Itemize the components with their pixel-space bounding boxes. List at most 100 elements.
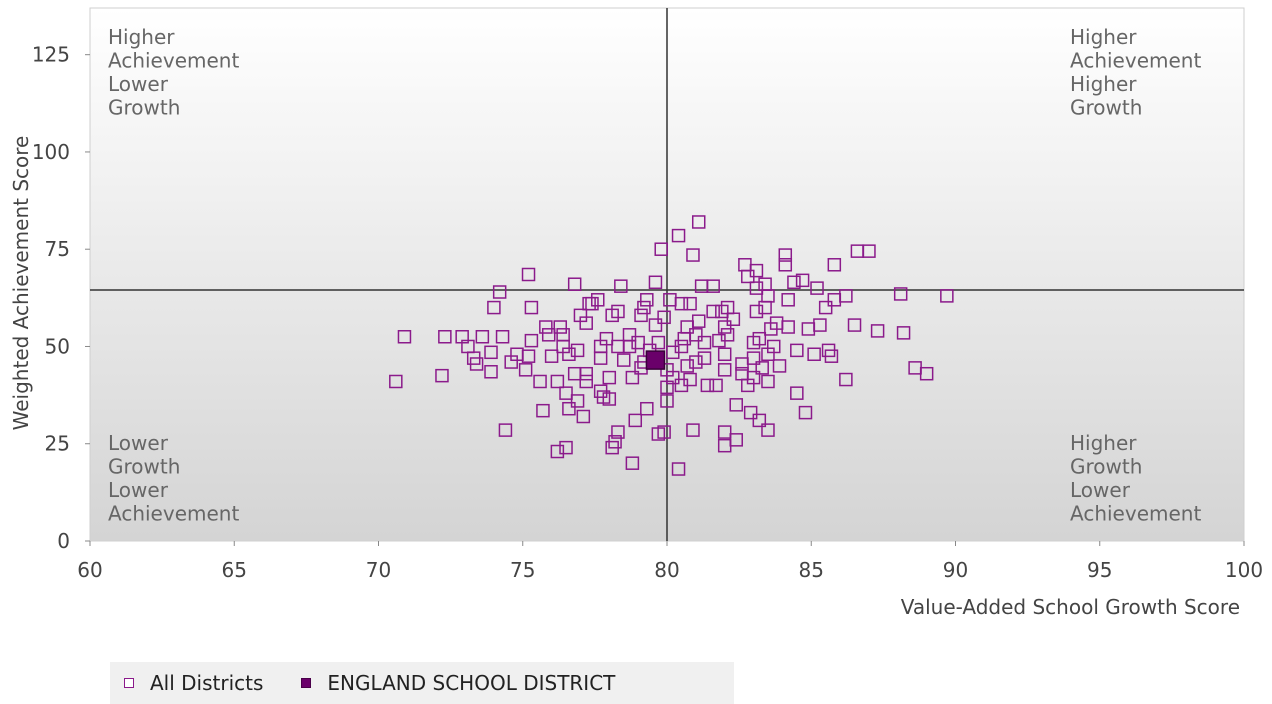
district-point [611,425,625,439]
district-point [720,328,735,342]
district-point [761,374,775,389]
district-point [521,267,536,282]
district-point [807,347,821,362]
district-point [706,279,720,293]
district-point [469,357,484,371]
district-point [671,462,686,476]
x-tick-label: 100 [1225,558,1263,582]
district-point [743,405,758,420]
quadrant-label: Higher [1070,25,1137,49]
district-point [536,403,550,418]
district-point [579,316,593,330]
district-point [689,355,703,369]
legend: All Districts ENGLAND SCHOOL DISTRICT [110,662,734,704]
quadrant-label: Higher [1070,431,1137,455]
district-point [591,293,605,307]
quadrant-label: Higher [108,25,175,49]
district-point [579,374,593,389]
district-point [611,304,625,319]
y-tick-label: 100 [32,140,70,164]
district-point [798,405,813,420]
legend-label: All Districts [150,671,264,695]
district-point [790,386,804,400]
district-point [671,228,686,243]
district-point [761,423,775,437]
district-point [640,401,654,416]
quadrant-label: Lower [108,478,169,502]
district-point [761,289,775,303]
district-point [475,329,490,344]
district-point [657,425,671,439]
district-point [397,329,412,344]
district-point [657,310,671,325]
district-point [599,331,614,346]
district-point [700,378,715,393]
district-point [717,347,732,362]
filled-square-icon [301,678,312,688]
district-point [666,370,680,385]
district-point [593,351,608,365]
district-point [562,401,576,416]
district-point [818,300,833,315]
district-point [683,296,697,311]
quadrant-label: Achievement [108,502,239,526]
district-point [717,320,732,334]
district-point [746,370,761,385]
district-point [778,258,793,272]
district-point [648,275,663,290]
district-point [697,351,712,365]
district-point [438,329,452,344]
district-point [498,423,513,437]
district-point [435,368,449,383]
y-tick-label: 0 [57,529,70,553]
district-point [766,339,781,354]
district-point [660,394,674,408]
district-point [524,333,539,348]
district-point [674,296,689,311]
district-point [533,374,547,389]
quadrant-label: Growth [1070,96,1142,120]
x-axis-title: Value-Added School Growth Score [901,595,1240,619]
quadrant-label: Higher [1070,72,1137,96]
legend-item-all-districts[interactable]: All Districts [124,671,263,695]
district-point [893,287,908,301]
district-point [749,304,764,319]
district-point [683,372,697,387]
district-point [940,289,954,303]
district-point [862,244,876,258]
district-point [691,314,706,328]
district-point [634,308,648,323]
quadrant-label: Growth [108,455,180,479]
district-point [781,293,795,307]
district-point [640,293,654,307]
y-tick-label: 125 [32,43,70,67]
district-point [709,378,723,393]
legend-item-england-school-district[interactable]: ENGLAND SCHOOL DISTRICT [301,671,615,695]
district-point [539,320,553,334]
district-point [628,413,643,428]
district-point [579,366,593,381]
district-point [637,300,651,315]
district-point [484,365,498,379]
y-tick-label: 50 [45,334,70,358]
quadrant-label: Lower [108,72,169,96]
open-square-icon [124,678,134,688]
district-point [518,363,533,377]
x-tick-label: 65 [222,558,247,582]
district-point [717,363,732,377]
district-point [550,444,565,459]
district-point [570,394,585,408]
district-point [576,409,591,424]
district-point [729,398,743,412]
district-point [651,335,666,350]
district-point [570,343,585,358]
district-point [717,425,732,439]
district-point [680,359,694,373]
district-point [752,331,767,346]
district-point [824,349,839,363]
district-point [602,370,617,385]
district-point [521,349,536,363]
x-tick-label: 95 [1087,558,1112,582]
district-point [674,339,689,354]
district-point [839,372,853,387]
